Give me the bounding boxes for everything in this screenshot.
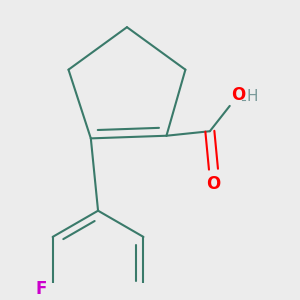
Text: F: F bbox=[36, 280, 47, 298]
Text: O: O bbox=[206, 175, 220, 193]
Text: H: H bbox=[246, 89, 257, 104]
Text: O: O bbox=[231, 86, 245, 104]
